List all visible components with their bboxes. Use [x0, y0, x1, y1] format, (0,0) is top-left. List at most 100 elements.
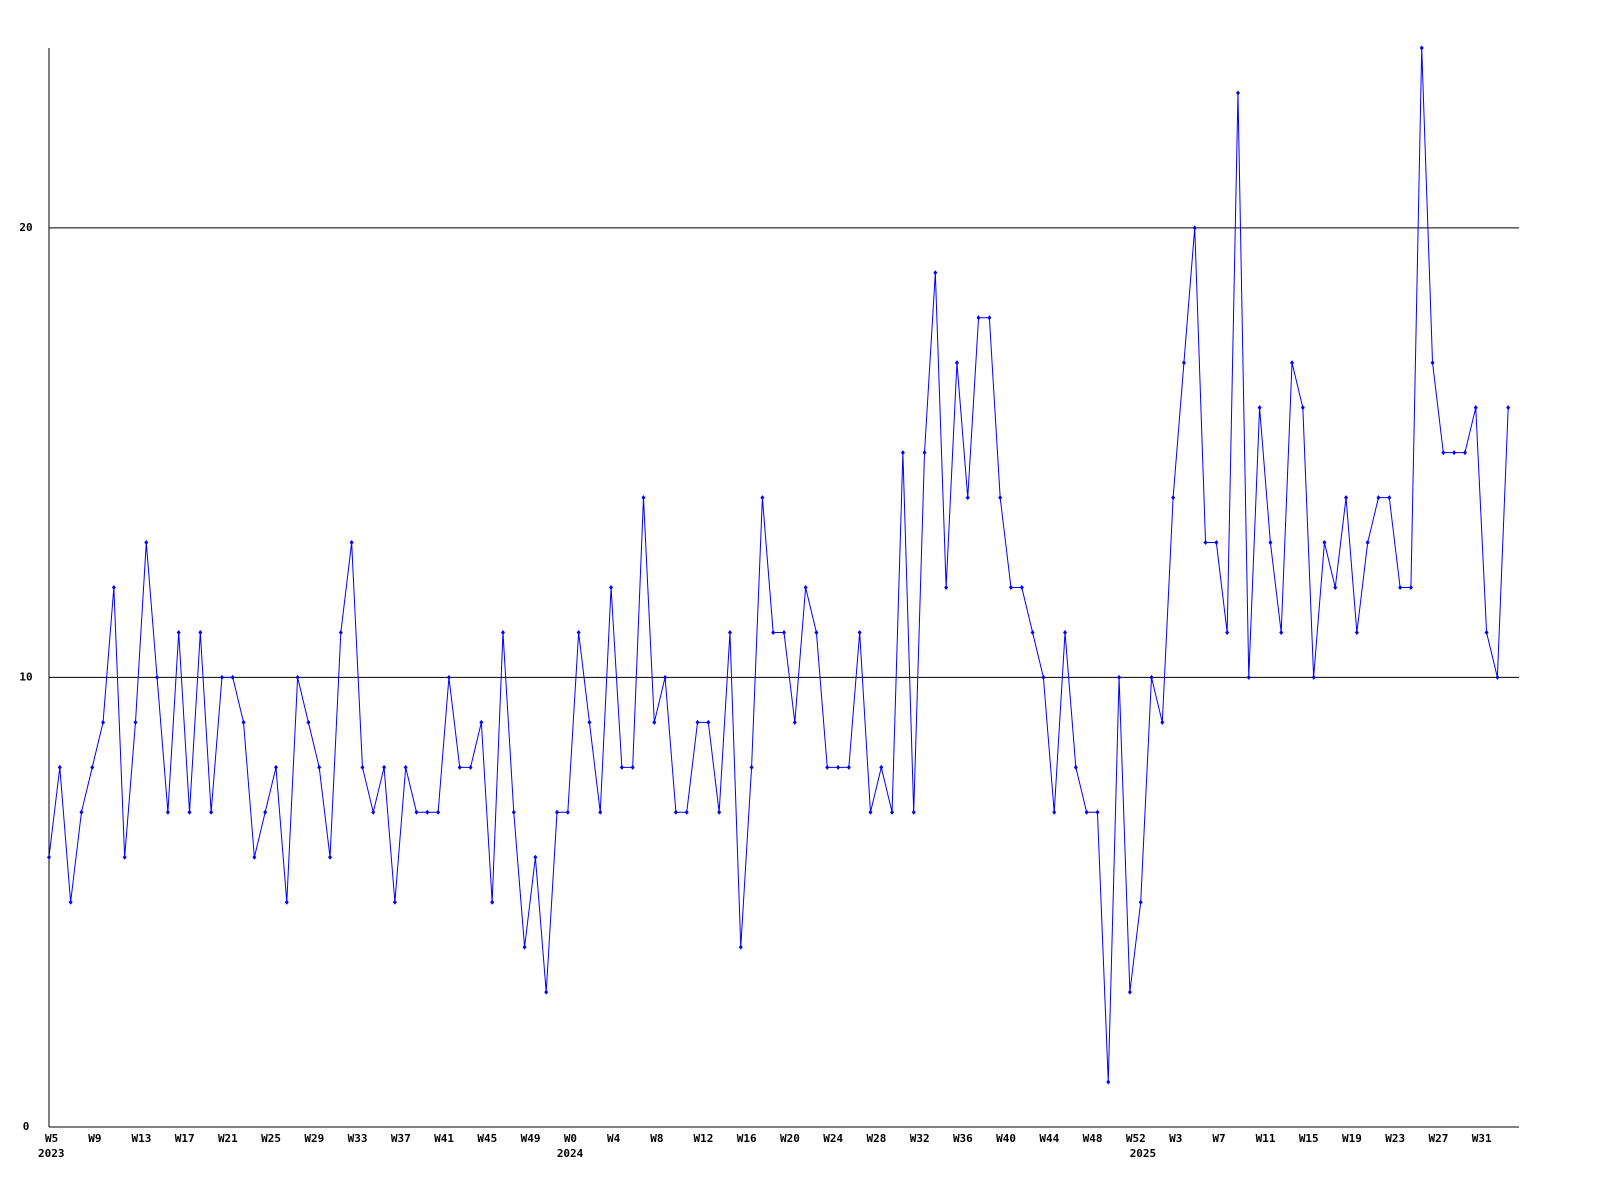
x-tick-label: W48	[1083, 1132, 1103, 1145]
x-tick-label: W5	[45, 1132, 58, 1145]
data-point	[198, 629, 203, 635]
data-point	[1041, 674, 1046, 680]
data-point	[803, 585, 808, 590]
data-point	[479, 719, 484, 725]
data-point	[1322, 540, 1327, 546]
data-point	[446, 674, 451, 680]
data-point	[1268, 540, 1273, 546]
data-point	[1462, 450, 1467, 456]
y-tick-label: 20	[19, 221, 32, 234]
data-point	[652, 719, 657, 725]
x-tick-label: W52	[1126, 1132, 1146, 1145]
data-point	[663, 674, 668, 680]
x-tick-label: W20	[780, 1132, 800, 1145]
data-point	[998, 495, 1003, 501]
data-point	[79, 809, 84, 815]
data-point	[1171, 495, 1176, 501]
x-tick-label: W41	[434, 1132, 454, 1145]
data-point	[879, 764, 884, 770]
data-point	[738, 944, 743, 950]
data-point	[1127, 989, 1132, 995]
data-point	[814, 629, 819, 635]
data-point	[1408, 585, 1413, 590]
data-point	[857, 629, 862, 635]
data-point	[836, 764, 841, 770]
data-line	[48, 47, 1509, 1083]
data-point	[922, 450, 927, 456]
data-point	[306, 719, 311, 725]
x-tick-label: W32	[910, 1132, 930, 1145]
data-point	[1160, 719, 1165, 725]
data-point	[1138, 899, 1143, 905]
y-tick-label: 0	[23, 1120, 30, 1133]
data-point	[133, 719, 138, 725]
x-tick-label: W25	[261, 1132, 281, 1145]
data-point	[911, 809, 916, 815]
data-point	[436, 809, 441, 815]
x-tick-label: W0	[564, 1132, 577, 1145]
x-tick-label: W28	[866, 1132, 886, 1145]
data-point	[609, 585, 614, 590]
data-point	[1203, 540, 1208, 546]
data-point	[954, 360, 959, 366]
data-point	[1279, 629, 1284, 635]
data-point	[111, 585, 116, 590]
data-point	[1214, 540, 1219, 546]
data-point	[1376, 495, 1381, 501]
data-point	[1073, 764, 1078, 770]
data-point	[944, 585, 949, 590]
y-tick-label: 10	[19, 670, 32, 683]
x-tick-label: W16	[737, 1132, 757, 1145]
x-tick-label: W21	[218, 1132, 238, 1145]
x-tick-label: W7	[1212, 1132, 1225, 1145]
data-point	[717, 809, 722, 815]
data-point	[241, 719, 246, 725]
x-tick-label: W49	[521, 1132, 541, 1145]
data-point	[209, 809, 214, 815]
data-point	[1084, 809, 1089, 815]
x-tick-label: W29	[304, 1132, 324, 1145]
data-point	[792, 719, 797, 725]
data-point	[522, 944, 527, 950]
data-point	[1484, 629, 1489, 635]
data-point	[500, 629, 505, 635]
data-point	[371, 809, 376, 815]
data-point	[782, 629, 786, 635]
data-point	[706, 719, 711, 725]
x-tick-label: W4	[607, 1132, 621, 1145]
data-point	[1300, 405, 1305, 411]
data-point	[1495, 674, 1500, 680]
data-point	[122, 854, 127, 860]
data-point	[641, 495, 646, 501]
data-point	[619, 764, 624, 770]
data-point	[1052, 809, 1057, 815]
data-point	[1257, 405, 1262, 411]
data-point	[457, 764, 462, 770]
data-point	[555, 809, 560, 815]
data-point	[1398, 585, 1403, 590]
data-point	[1225, 629, 1230, 635]
data-point	[868, 809, 873, 815]
data-point	[219, 674, 224, 680]
data-point	[1365, 540, 1370, 546]
data-point	[1452, 450, 1457, 456]
data-point	[101, 719, 106, 725]
data-point	[468, 764, 473, 770]
data-point	[360, 764, 365, 770]
data-point	[187, 809, 192, 815]
data-point	[1095, 809, 1100, 815]
data-point	[1333, 585, 1338, 590]
data-point	[414, 809, 419, 815]
data-point	[544, 989, 549, 995]
data-point	[155, 674, 160, 680]
data-point	[976, 315, 981, 321]
x-tick-label: W45	[477, 1132, 497, 1145]
data-point	[846, 764, 851, 770]
data-point	[565, 809, 570, 815]
data-point	[176, 629, 181, 635]
data-point	[576, 629, 581, 635]
x-tick-label: W44	[1039, 1132, 1059, 1145]
data-point	[338, 629, 343, 635]
data-point	[1030, 629, 1035, 635]
